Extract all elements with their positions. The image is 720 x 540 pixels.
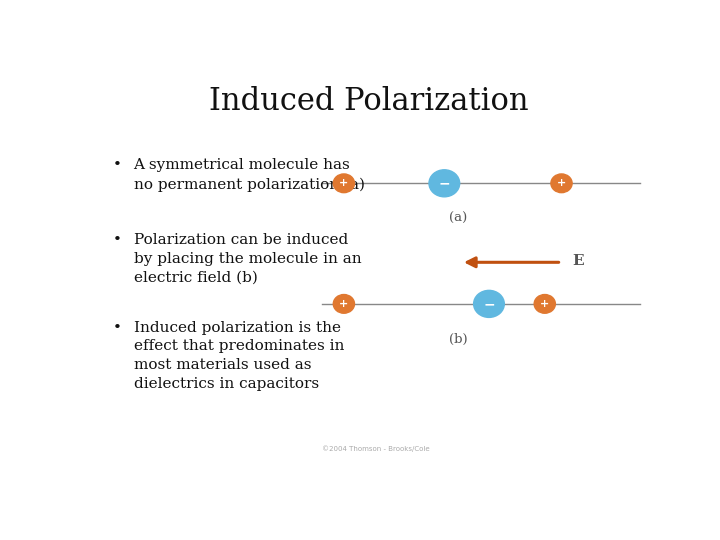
Text: Induced Polarization: Induced Polarization xyxy=(210,85,528,117)
Text: −: − xyxy=(483,297,495,311)
Ellipse shape xyxy=(333,294,354,313)
Text: +: + xyxy=(540,299,549,309)
Text: (b): (b) xyxy=(449,333,467,346)
Ellipse shape xyxy=(534,294,555,313)
Ellipse shape xyxy=(551,174,572,193)
Text: •: • xyxy=(112,158,121,172)
Text: A symmetrical molecule has
no permanent polarization (a): A symmetrical molecule has no permanent … xyxy=(133,158,364,192)
Text: −: − xyxy=(438,176,450,190)
Text: (a): (a) xyxy=(449,212,467,225)
Text: E: E xyxy=(572,254,585,268)
Text: •: • xyxy=(112,233,121,247)
Text: +: + xyxy=(557,178,566,188)
Ellipse shape xyxy=(474,291,504,318)
Text: +: + xyxy=(339,299,348,309)
Text: +: + xyxy=(339,178,348,188)
Text: ©2004 Thomson - Brooks/Cole: ©2004 Thomson - Brooks/Cole xyxy=(322,446,429,453)
Text: Polarization can be induced
by placing the molecule in an
electric field (b): Polarization can be induced by placing t… xyxy=(133,233,361,285)
Text: •: • xyxy=(112,321,121,334)
Text: Induced polarization is the
effect that predominates in
most materials used as
d: Induced polarization is the effect that … xyxy=(133,321,344,392)
Ellipse shape xyxy=(429,170,459,197)
Ellipse shape xyxy=(333,174,354,193)
